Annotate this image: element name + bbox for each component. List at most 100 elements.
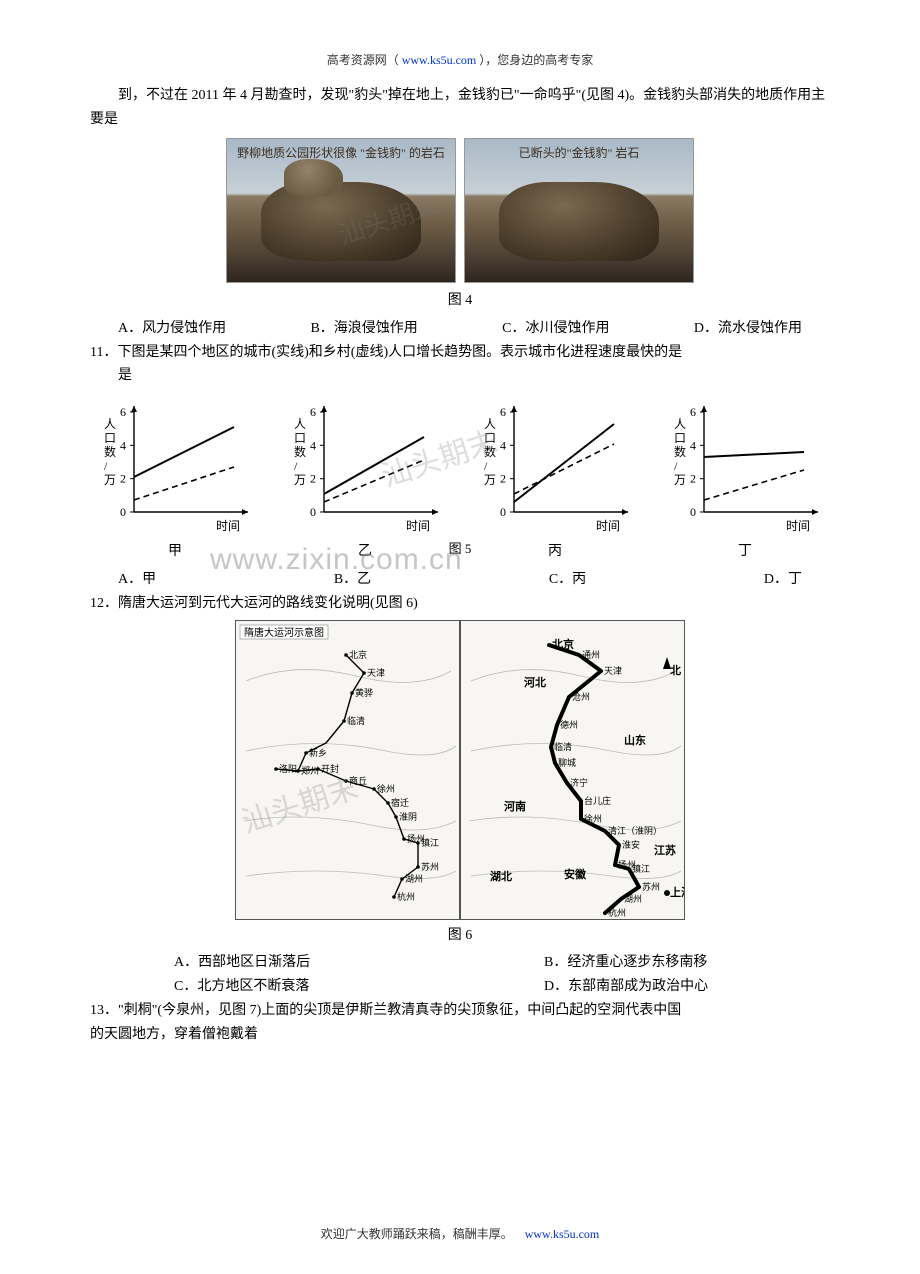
svg-text:杭州: 杭州 — [608, 907, 626, 918]
header-suffix: ），您身边的高考专家 — [479, 53, 593, 67]
svg-text:宿迁: 宿迁 — [391, 797, 409, 808]
map-right: 北京通州天津河北沧州德州临清聊城山东济宁台儿庄徐州河南清江（淮阴）淮安江苏扬州镇… — [460, 620, 685, 920]
svg-text:湖北: 湖北 — [490, 869, 512, 883]
svg-text:杭州: 杭州 — [397, 891, 415, 902]
svg-text:苏州: 苏州 — [642, 881, 660, 892]
svg-text:徐州: 徐州 — [584, 813, 602, 824]
q10-opt-b: B．海浪侵蚀作用 — [310, 317, 417, 341]
svg-text:万: 万 — [484, 473, 496, 487]
q10-options: A．风力侵蚀作用 B．海浪侵蚀作用 C．冰川侵蚀作用 D．流水侵蚀作用 — [90, 317, 830, 341]
q12-stem: 12．隋唐大运河到元代大运河的路线变化说明(见图 6) — [90, 592, 830, 616]
q11-charts-row: 0246人口数/万时间 0246人口数/万时间 0246人口数/万时间 0246… — [90, 394, 830, 544]
svg-text:北京: 北京 — [552, 637, 574, 651]
figure6-label: 图 6 — [90, 924, 830, 948]
svg-text:徐州: 徐州 — [377, 783, 395, 794]
svg-text:天津: 天津 — [604, 666, 622, 676]
q12-opt-d: D．东部南部成为政治中心 — [460, 975, 830, 999]
svg-text:口: 口 — [294, 431, 306, 445]
page-footer: 欢迎广大教师踊跃来稿，稿酬丰厚。 www.ks5u.com — [0, 1224, 920, 1244]
svg-text:黄骅: 黄骅 — [355, 687, 373, 698]
svg-text:/: / — [104, 459, 108, 473]
svg-text:河南: 河南 — [504, 799, 526, 813]
figure4-photo-left: 野柳地质公园形状很像 "金钱豹" 的岩石 汕头期末 — [226, 138, 456, 283]
svg-text:人: 人 — [294, 417, 306, 431]
svg-text:2: 2 — [500, 472, 506, 486]
q13-stem: 13．"刺桐"(今泉州，见图 7)上面的尖顶是伊斯兰教清真寺的尖顶象征，中间凸起… — [90, 999, 830, 1047]
photo1-caption: 野柳地质公园形状很像 "金钱豹" 的岩石 — [227, 143, 455, 163]
svg-text:0: 0 — [310, 505, 316, 519]
svg-text:新乡: 新乡 — [309, 747, 327, 758]
svg-text:/: / — [294, 459, 298, 473]
svg-text:6: 6 — [120, 405, 126, 419]
header-url: www.ks5u.com — [402, 53, 477, 67]
svg-text:安徽: 安徽 — [564, 867, 587, 881]
svg-text:苏州: 苏州 — [421, 861, 439, 872]
svg-text:通州: 通州 — [582, 650, 600, 660]
svg-text:台儿庄: 台儿庄 — [584, 795, 611, 806]
svg-text:口: 口 — [484, 431, 496, 445]
map-left-svg: 隋唐大运河示意图北京天津黄骅临清新乡郑州洛阳开封商丘徐州宿迁淮阴扬州镇江苏州湖州… — [236, 621, 460, 920]
svg-text:万: 万 — [674, 473, 686, 487]
figure4-row: 野柳地质公园形状很像 "金钱豹" 的岩石 汕头期末 已断头的"金钱豹" 岩石 — [90, 138, 830, 283]
q11-opt-d: D．丁 — [764, 568, 802, 592]
svg-text:4: 4 — [120, 439, 126, 453]
svg-text:沧州: 沧州 — [572, 691, 590, 702]
map-right-svg: 北京通州天津河北沧州德州临清聊城山东济宁台儿庄徐州河南清江（淮阴）淮安江苏扬州镇… — [461, 621, 685, 920]
svg-text:江苏: 江苏 — [654, 843, 676, 857]
svg-text:淮阴: 淮阴 — [399, 812, 417, 822]
footer-prefix: 欢迎广大教师踊跃来稿，稿酬丰厚。 — [321, 1227, 513, 1241]
rock-shape — [261, 182, 421, 261]
rock-head-shape — [284, 159, 343, 196]
figure5-label: 图 5 — [90, 538, 830, 560]
svg-text:/: / — [484, 459, 488, 473]
svg-text:河北: 河北 — [524, 675, 546, 689]
svg-text:口: 口 — [104, 431, 116, 445]
svg-text:临清: 临清 — [347, 715, 365, 726]
q11-opt-c: C．丙 — [549, 568, 586, 592]
svg-text:数: 数 — [674, 444, 686, 459]
svg-text:2: 2 — [310, 472, 316, 486]
svg-text:数: 数 — [484, 444, 496, 459]
photo2-caption: 已断头的"金钱豹" 岩石 — [465, 143, 693, 163]
q11-stem-text: 11．下图是某四个地区的城市(实线)和乡村(虚线)人口增长趋势图。表示城市化进程… — [90, 345, 682, 360]
page-header: 高考资源网（ www.ks5u.com ），您身边的高考专家 — [90, 50, 830, 70]
chart-bing: 0246人口数/万时间 — [470, 394, 640, 544]
q10-opt-d: D．流水侵蚀作用 — [694, 317, 802, 341]
svg-text:0: 0 — [120, 505, 126, 519]
svg-text:时间: 时间 — [406, 519, 430, 533]
footer-url: www.ks5u.com — [525, 1227, 600, 1241]
svg-text:时间: 时间 — [786, 519, 810, 533]
svg-text:商丘: 商丘 — [349, 775, 367, 786]
svg-text:郑州: 郑州 — [301, 765, 319, 776]
chart-ding: 0246人口数/万时间 — [660, 394, 830, 544]
svg-text:万: 万 — [104, 473, 116, 487]
svg-text:/: / — [674, 459, 678, 473]
svg-text:德州: 德州 — [560, 719, 578, 730]
svg-text:4: 4 — [500, 439, 506, 453]
svg-text:6: 6 — [690, 405, 696, 419]
q10-opt-a: A．风力侵蚀作用 — [118, 317, 226, 341]
svg-text:数: 数 — [104, 444, 116, 459]
svg-text:万: 万 — [294, 473, 306, 487]
svg-text:山东: 山东 — [624, 733, 646, 747]
svg-text:聊城: 聊城 — [558, 757, 576, 768]
svg-text:数: 数 — [294, 444, 306, 459]
q12-opt-c: C．北方地区不断衰落 — [90, 975, 460, 999]
chart-jia: 0246人口数/万时间 — [90, 394, 260, 544]
svg-text:北京: 北京 — [349, 649, 367, 660]
svg-text:济宁: 济宁 — [570, 777, 588, 788]
map-left: 隋唐大运河示意图北京天津黄骅临清新乡郑州洛阳开封商丘徐州宿迁淮阴扬州镇江苏州湖州… — [235, 620, 460, 920]
svg-text:镇江: 镇江 — [421, 837, 439, 848]
rock-shape — [499, 182, 659, 261]
svg-text:人: 人 — [484, 417, 496, 431]
svg-text:人: 人 — [104, 417, 116, 431]
svg-text:4: 4 — [690, 439, 696, 453]
figure4-label: 图 4 — [90, 289, 830, 313]
svg-text:上海: 上海 — [670, 885, 685, 899]
q12-opt-b: B．经济重心逐步东移南移 — [460, 951, 830, 975]
svg-text:镇江: 镇江 — [632, 863, 650, 874]
svg-text:时间: 时间 — [216, 519, 240, 533]
svg-text:洛阳: 洛阳 — [279, 763, 297, 774]
svg-text:湖州: 湖州 — [624, 894, 642, 904]
q10-opt-c: C．冰川侵蚀作用 — [502, 317, 609, 341]
